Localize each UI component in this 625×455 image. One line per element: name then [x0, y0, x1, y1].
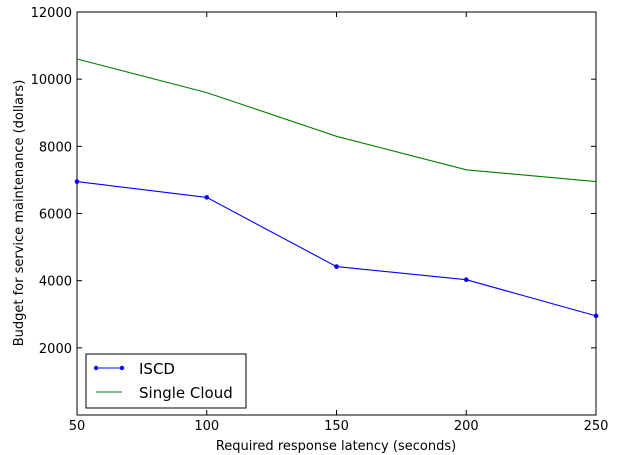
x-tick-label: 150 — [324, 419, 349, 434]
data-point-iscd — [74, 179, 80, 184]
legend-marker-iscd — [119, 365, 125, 371]
data-point-iscd — [204, 195, 210, 200]
series-line-single-cloud — [76, 58, 597, 183]
y-axis-label: Budget for service maintenance (dollars) — [12, 80, 27, 347]
x-tick-label: 250 — [584, 419, 609, 434]
x-tick-label: 100 — [194, 419, 219, 434]
legend-label-single-cloud: Single Cloud — [139, 384, 233, 402]
plot-frame — [76, 11, 597, 416]
data-point-iscd — [334, 264, 339, 269]
legend-marker-iscd — [93, 365, 99, 371]
x-axis-label: Required response latency (seconds) — [216, 439, 456, 454]
y-tick-label: 12000 — [31, 6, 72, 21]
x-tick-label: 200 — [454, 419, 479, 434]
legend-box — [85, 353, 247, 409]
legend: ISCD Single Cloud — [85, 353, 247, 409]
data-point-iscd — [593, 313, 599, 319]
y-tick-label: 4000 — [39, 275, 72, 290]
y-tick-label: 8000 — [39, 140, 72, 155]
data-point-iscd — [463, 277, 469, 282]
y-tick-label: 2000 — [39, 342, 72, 357]
x-tick-label: 50 — [69, 419, 86, 434]
legend-label-iscd: ISCD — [139, 360, 175, 378]
y-tick-label: 10000 — [31, 73, 72, 88]
y-tick-label: 6000 — [39, 208, 72, 223]
